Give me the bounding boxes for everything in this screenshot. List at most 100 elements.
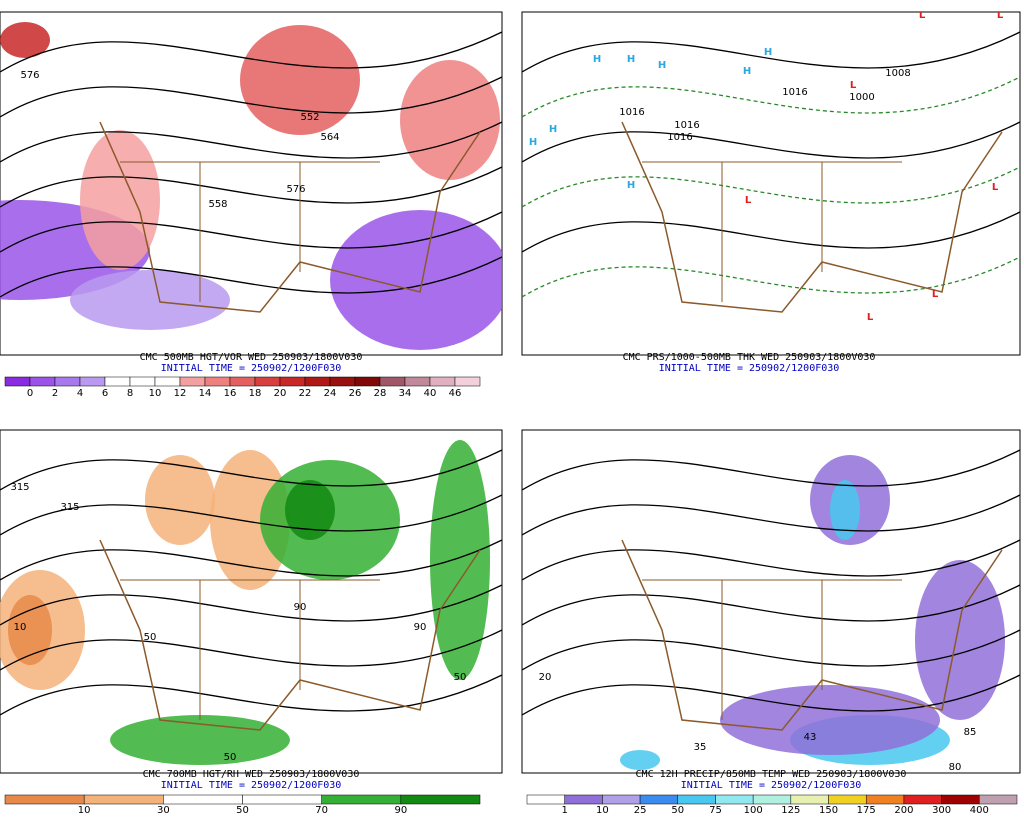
coastline: [621, 539, 1003, 731]
colorbar-label: 70: [315, 805, 328, 816]
colorbar-box: [179, 376, 206, 387]
colorbar-label: 25: [634, 805, 647, 816]
contour-line: [522, 629, 1020, 671]
shaded-area: [145, 455, 215, 545]
pressure-center: H: [764, 47, 772, 58]
shaded-area: [0, 22, 50, 58]
init-time: INITIAL TIME = 250902/1200F030: [161, 780, 342, 791]
colorbar-label: 10: [596, 805, 609, 816]
colorbar-label: 22: [299, 388, 312, 399]
colorbar-box: [790, 794, 829, 805]
colorbar-label: 400: [970, 805, 989, 816]
colorbar-box: [154, 376, 181, 387]
contour-label: 1016: [674, 120, 699, 131]
colorbar-box: [677, 794, 716, 805]
coastline: [99, 539, 481, 731]
map-content: 315 10 50 90 50 315 50 90: [0, 440, 502, 765]
colorbar-box: [83, 794, 164, 805]
border: [642, 579, 902, 720]
colorbar-box: [354, 376, 381, 387]
contour-label: 35: [694, 742, 707, 753]
border: [642, 161, 902, 302]
colorbar-box: [79, 376, 106, 387]
pressure-center: L: [932, 289, 939, 300]
contour-line: [522, 211, 1020, 253]
colorbar-label: 12: [174, 388, 187, 399]
colorbar-box: [304, 376, 331, 387]
panel-title: CMC 500MB HGT/VOR WED 250903/1800V030: [140, 352, 363, 363]
colorbar-box: [4, 794, 85, 805]
border: [120, 161, 380, 302]
contour-line: [522, 449, 1020, 491]
contour-label: 576: [20, 70, 39, 81]
colorbar-label: 8: [127, 388, 133, 399]
colorbar-box: [602, 794, 641, 805]
map-panel: 315 10 50 90 50 315 50 90: [0, 429, 503, 774]
colorbar-label: 16: [224, 388, 237, 399]
contour-label: 1016: [782, 87, 807, 98]
coastline: [621, 121, 1003, 313]
coastline: [99, 121, 481, 313]
colorbar-label: 2: [52, 388, 58, 399]
colorbar-label: 1: [562, 805, 568, 816]
colorbar-label: 150: [819, 805, 838, 816]
shaded-area: [720, 685, 940, 755]
colorbar-box: [828, 794, 867, 805]
map-panel: 576 564 576 558 552: [0, 11, 503, 356]
shaded-area: [70, 270, 230, 330]
colorbar-label: 0: [27, 388, 33, 399]
contour-label: 85: [964, 727, 977, 738]
contour-label: 90: [414, 622, 427, 633]
shaded-area: [240, 25, 360, 135]
pressure-center: L: [997, 10, 1004, 21]
contour-label: 315: [60, 502, 79, 513]
colorbar-box: [715, 794, 754, 805]
contour-label: 90: [294, 602, 307, 613]
colorbar-box: [229, 376, 256, 387]
init-time: INITIAL TIME = 250902/1200F030: [681, 780, 862, 791]
map-panel: 20 35 43 80 85: [521, 429, 1021, 774]
panel-title: CMC 12H PRECIP/850MB TEMP WED 250903/180…: [636, 769, 907, 780]
colorbar-box: [379, 376, 406, 387]
contour-label: 1000: [849, 92, 874, 103]
map-frame: [521, 11, 1021, 356]
contour-line: [522, 31, 1020, 73]
shaded-area: [80, 130, 160, 270]
colorbar-label: 20: [274, 388, 287, 399]
init-time: INITIAL TIME = 250902/1200F030: [659, 363, 840, 374]
colorbar-label: 200: [894, 805, 913, 816]
colorbar-label: 28: [374, 388, 387, 399]
colorbar-label: 175: [857, 805, 876, 816]
pressure-center: H: [627, 180, 635, 191]
pressure-center: L: [992, 182, 999, 193]
contour-line: [0, 256, 502, 298]
colorbar-label: 300: [932, 805, 951, 816]
contour-line: [522, 121, 1020, 163]
pressure-center: L: [850, 80, 857, 91]
contour-label: 315: [10, 482, 29, 493]
colorbar-box: [242, 794, 322, 805]
shaded-area: [210, 450, 290, 590]
contour-line: [0, 121, 502, 163]
colorbar-box: [254, 376, 281, 387]
colorbar-label: 125: [781, 805, 800, 816]
shaded-area: [285, 480, 335, 540]
colorbar-box: [163, 794, 243, 805]
colorbar-box: [104, 376, 131, 387]
contour-line: [522, 494, 1020, 536]
colorbar-box: [564, 794, 603, 805]
contour-label: 564: [320, 132, 339, 143]
colorbar-label: 4: [77, 388, 83, 399]
pressure-center: H: [549, 124, 557, 135]
contour-line: [0, 76, 502, 118]
colorbar-box: [129, 376, 156, 387]
colorbar-box: [404, 376, 431, 387]
colorbar-label: 50: [671, 805, 684, 816]
map-content: 20 35 43 80 85: [522, 449, 1020, 773]
pressure-center: L: [919, 10, 926, 21]
contour-line: [522, 539, 1020, 581]
colorbar-box: [752, 794, 792, 805]
